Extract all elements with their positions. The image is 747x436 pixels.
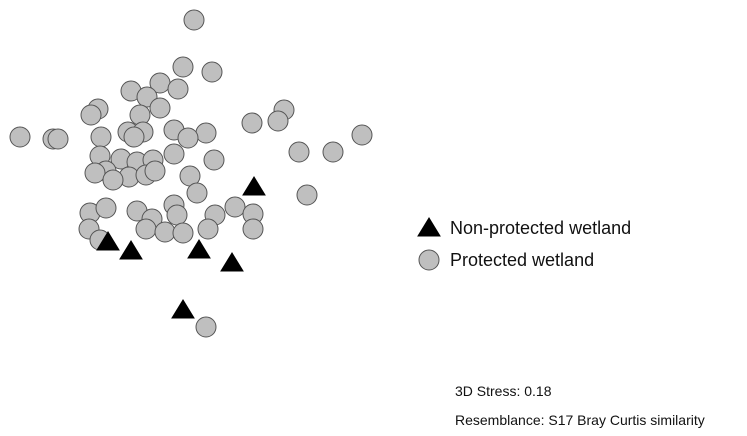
protected-wetland-point [123, 126, 145, 148]
protected-wetland-point [149, 97, 171, 119]
protected-wetland-point [267, 110, 289, 132]
protected-wetland-point [224, 196, 246, 218]
legend: Non-protected wetland Protected wetland [417, 217, 631, 271]
protected-wetland-point [95, 197, 117, 219]
protected-wetland-point [102, 169, 124, 191]
protected-wetland-point [195, 122, 217, 144]
legend-label-protected: Protected wetland [450, 250, 594, 270]
non-protected-wetland-point [119, 240, 143, 260]
protected-wetland-point [201, 61, 223, 83]
protected-wetland-point [166, 204, 188, 226]
protected-wetland-point [172, 222, 194, 244]
data-points-layer [9, 9, 373, 338]
non-protected-wetland-point [242, 176, 266, 196]
legend-label-non-protected: Non-protected wetland [450, 218, 631, 238]
non-protected-wetland-point [220, 252, 244, 272]
protected-wetland-point [154, 221, 176, 243]
protected-wetland-point [84, 162, 106, 184]
protected-wetland-point [177, 127, 199, 149]
protected-wetland-point [186, 182, 208, 204]
legend-item-protected: Protected wetland [418, 249, 594, 271]
protected-wetland-point [195, 316, 217, 338]
legend-circle-icon [418, 249, 440, 271]
protected-wetland-point [47, 128, 69, 150]
protected-wetland-point [80, 104, 102, 126]
non-protected-wetland-point [96, 231, 120, 251]
protected-wetland-point [9, 126, 31, 148]
protected-wetland-point [172, 56, 194, 78]
legend-triangle-icon [417, 217, 441, 237]
protected-wetland-point [183, 9, 205, 31]
protected-wetland-point [241, 112, 263, 134]
stress-note: 3D Stress: 0.18 [455, 383, 552, 399]
non-protected-wetland-point [171, 299, 195, 319]
protected-wetland-point [135, 218, 157, 240]
protected-wetland-point [288, 141, 310, 163]
protected-wetland-point [167, 78, 189, 100]
protected-wetland-point [203, 149, 225, 171]
protected-wetland-point [144, 160, 166, 182]
non-protected-wetland-point [187, 239, 211, 259]
resemblance-note: Resemblance: S17 Bray Curtis similarity [455, 412, 705, 428]
protected-wetland-point [351, 124, 373, 146]
protected-wetland-point [163, 143, 185, 165]
protected-wetland-point [242, 218, 264, 240]
legend-item-non-protected: Non-protected wetland [417, 217, 631, 238]
protected-wetland-point [296, 184, 318, 206]
protected-wetland-point [322, 141, 344, 163]
protected-wetland-point [90, 126, 112, 148]
protected-wetland-point [197, 218, 219, 240]
